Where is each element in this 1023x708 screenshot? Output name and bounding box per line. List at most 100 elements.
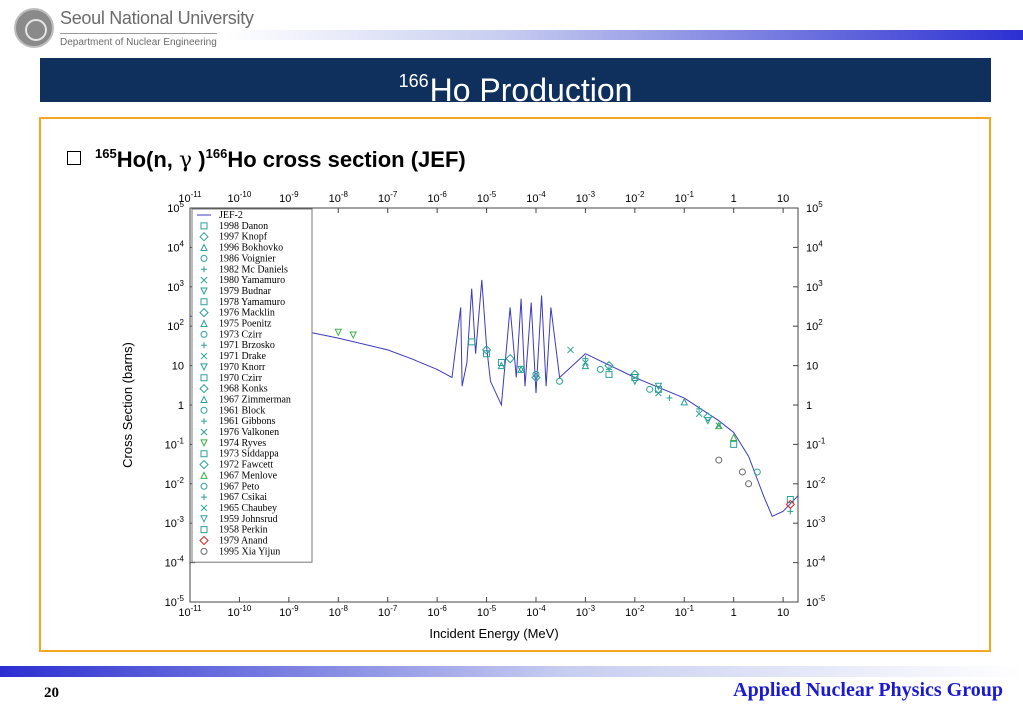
legend-entry: 1998 Danon [219,221,268,232]
title-mass-number: 166 [398,71,429,91]
university-seal-icon [14,8,54,48]
legend-marker [200,374,208,382]
legend-entry: 1970 Czirr [219,373,263,384]
university-logo: Seoul National University Department of … [14,6,254,52]
legend-entry: 1967 Csikai [219,492,267,503]
legend-entry: 1970 Knorr [219,362,266,373]
data-point [729,433,738,441]
y-tick-label-left: 103 [167,279,184,294]
legend-marker [200,395,208,403]
legend-box [191,208,313,563]
y-tick-label-left: 10-1 [165,436,185,451]
y-tick-label-left: 10-5 [165,594,185,609]
data-point [738,468,746,476]
data-point [334,328,343,337]
legend-entry: 1978 Yamamuro [219,297,285,308]
bullet-sup1: 165 [95,146,117,161]
legend-marker [199,459,209,470]
data-point [531,372,541,383]
y-tick-label-left: 102 [167,318,184,333]
data-point [505,353,515,364]
x-tick-label-bottom: 10-5 [477,604,497,619]
x-tick-label-top: 10-4 [526,190,546,205]
header-gradient-bar [226,30,1023,40]
bullet-part3: Ho cross section (JEF) [227,147,466,172]
x-tick-label-top: 1 [731,193,737,205]
legend-entry: 1997 Knopf [219,232,268,243]
data-point [631,377,639,386]
legend-entry: JEF-2 [219,210,243,221]
legend-marker [200,406,208,414]
legend-entry: 1972 Fawcett [219,460,273,471]
y-tick-label-right: 10-4 [806,555,826,570]
page-number: 20 [44,685,59,701]
legend-marker [199,383,209,394]
x-tick-label-bottom: 10-6 [427,604,447,619]
data-point [532,370,540,378]
legend-marker [199,231,209,242]
legend-marker [200,547,208,555]
legend-entry: 1965 Chaubey [219,503,277,514]
legend-marker [200,450,208,458]
data-point [715,456,723,464]
university-name: Seoul National University [60,8,254,28]
data-point [567,346,574,354]
data-point [787,508,794,515]
y-axis-label: Cross Section (barns) [120,342,135,468]
y-tick-label-right: 105 [806,200,823,215]
data-point [730,440,738,448]
legend-marker [200,330,208,338]
legend-entry: 1973 Siddappa [219,449,279,460]
legend-marker [201,494,207,501]
y-tick-label-left: 10 [172,361,184,373]
data-point [556,377,564,385]
data-point [695,410,703,418]
data-point [630,369,640,380]
bullet-sup2: 166 [205,146,228,161]
legend-marker [200,471,208,479]
x-tick-label-bottom: 10-7 [378,604,398,619]
legend-marker [200,254,208,262]
y-tick-label-right: 10-5 [806,594,826,609]
legend-marker [200,363,208,372]
legend-marker [200,243,208,252]
data-point [497,361,506,370]
y-tick-label-left: 105 [167,200,184,215]
group-name: Applied Nuclear Physics Group [733,679,1003,701]
legend-marker [200,222,208,230]
legend-entry: 1968 Konks [219,384,268,395]
footer-gradient-bar [0,666,1023,677]
x-tick-label-bottom: 10-9 [279,604,299,619]
legend-marker [200,298,208,306]
legend-marker [201,418,207,425]
y-tick-label-left: 10-4 [165,555,185,570]
data-point [468,338,476,346]
legend-entry: 1980 Yamamuro [219,275,285,286]
data-point [582,355,589,362]
x-tick-label-bottom: 10 [777,607,789,619]
bullet-heading: 165Ho(n, γ )166Ho cross section (JEF) [67,146,466,173]
y-tick-label-left: 10-2 [165,476,185,491]
slide-title: 166Ho Production [398,71,633,108]
slide-title-band: 166Ho Production [40,58,991,108]
data-point [605,370,613,378]
x-tick-label-top: 10-2 [625,190,645,205]
data-point [483,350,491,358]
bullet-part2: ) [192,147,206,172]
legend-entry: 1967 Zimmerman [219,394,291,405]
x-tick-label-top: 10-9 [279,190,299,205]
data-point [704,417,712,425]
data-point [666,395,673,402]
x-tick-label-bottom: 10-2 [625,604,645,619]
legend-marker [200,526,208,534]
x-tick-label-bottom: 10-8 [329,604,349,619]
x-tick-label-bottom: 10-4 [526,604,546,619]
x-tick-label-bottom: 1 [731,607,737,619]
legend-entry: 1995 Xia Yijun [219,546,280,557]
cross-section-chart: 10-1110-1110-1010-1010-910-910-810-810-7… [120,190,826,641]
legend-marker [201,266,207,273]
legend-entry: 1958 Perkin [219,525,268,536]
y-tick-label-right: 10-3 [806,515,826,530]
data-point [696,405,703,412]
x-tick-label-bottom: 10-3 [576,604,596,619]
